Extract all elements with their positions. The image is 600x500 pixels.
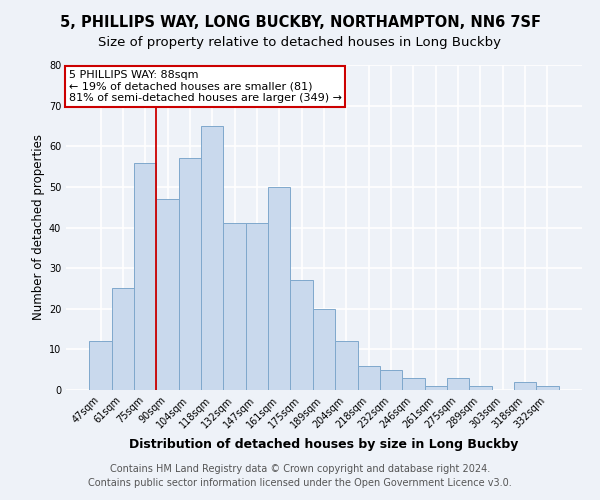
Bar [223, 224, 246, 390]
Bar [335, 341, 358, 390]
Bar [425, 386, 447, 390]
Text: Size of property relative to detached houses in Long Buckby: Size of property relative to detached ho… [98, 36, 502, 49]
Text: Contains HM Land Registry data © Crown copyright and database right 2024.
Contai: Contains HM Land Registry data © Crown c… [88, 464, 512, 487]
Text: 5 PHILLIPS WAY: 88sqm
← 19% of detached houses are smaller (81)
81% of semi-deta: 5 PHILLIPS WAY: 88sqm ← 19% of detached … [68, 70, 341, 103]
Bar [313, 308, 335, 390]
Bar [179, 158, 201, 390]
Bar [89, 341, 112, 390]
Bar [402, 378, 425, 390]
Bar [157, 199, 179, 390]
Bar [246, 224, 268, 390]
Bar [447, 378, 469, 390]
Bar [268, 187, 290, 390]
Bar [536, 386, 559, 390]
Bar [112, 288, 134, 390]
Bar [134, 162, 157, 390]
Bar [201, 126, 223, 390]
Bar [358, 366, 380, 390]
Y-axis label: Number of detached properties: Number of detached properties [32, 134, 44, 320]
Text: 5, PHILLIPS WAY, LONG BUCKBY, NORTHAMPTON, NN6 7SF: 5, PHILLIPS WAY, LONG BUCKBY, NORTHAMPTO… [59, 15, 541, 30]
Bar [514, 382, 536, 390]
Bar [380, 370, 402, 390]
Bar [290, 280, 313, 390]
Bar [469, 386, 491, 390]
X-axis label: Distribution of detached houses by size in Long Buckby: Distribution of detached houses by size … [130, 438, 518, 451]
